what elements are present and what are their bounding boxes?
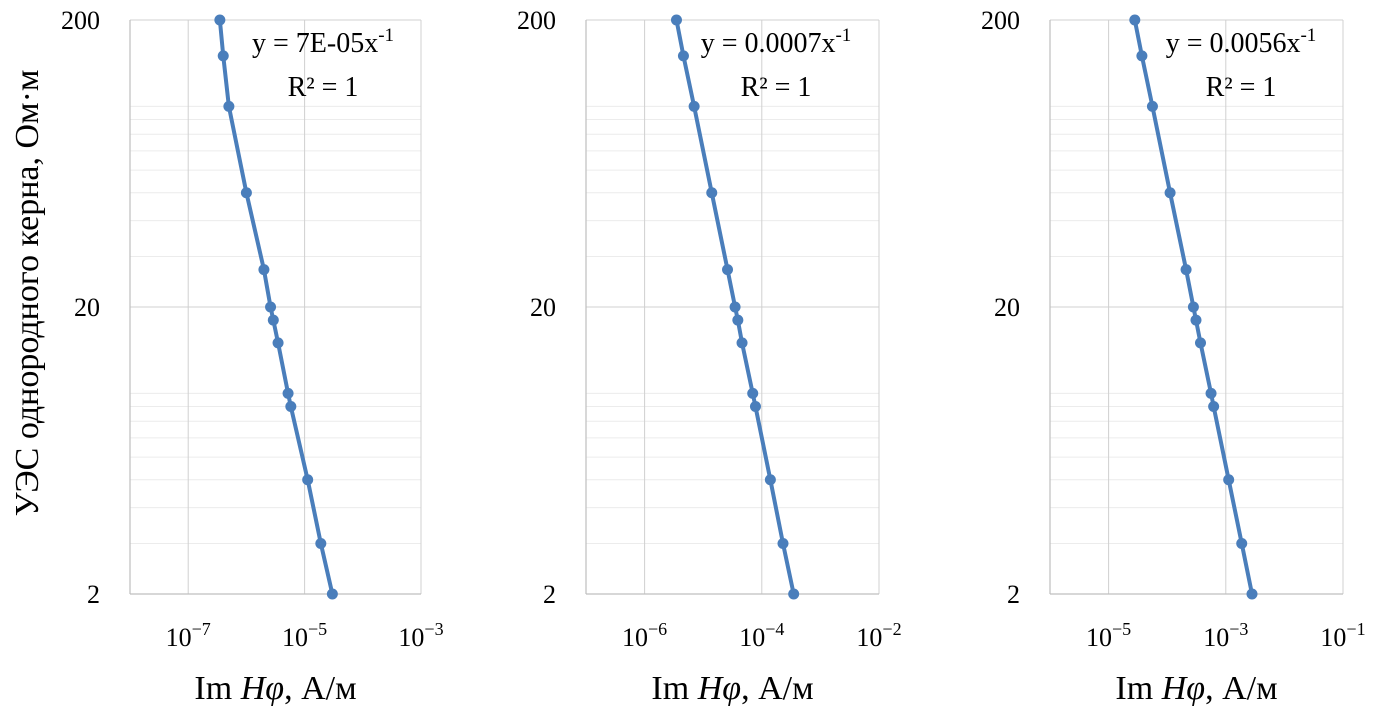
x-tick-label: 10−6 — [622, 619, 667, 652]
data-point — [1208, 401, 1220, 413]
data-point — [764, 474, 776, 486]
data-point — [777, 537, 789, 549]
trendline-r2: R² = 1 — [1206, 72, 1277, 103]
data-point — [1180, 264, 1192, 276]
y-axis-label-text: УЭС однородного керна, Ом·м — [9, 69, 46, 517]
data-point — [315, 537, 327, 549]
data-point — [747, 387, 759, 399]
x-tick-label: 10−3 — [1203, 619, 1248, 652]
data-point — [706, 187, 718, 199]
data-point — [749, 401, 761, 413]
data-point — [302, 474, 314, 486]
x-tick-label: 10−4 — [739, 619, 784, 652]
data-point — [688, 100, 700, 112]
data-point — [729, 301, 741, 313]
data-point — [217, 50, 229, 62]
data-point — [223, 100, 235, 112]
data-point — [722, 264, 734, 276]
trendline-equation: y = 0.0056x-1 — [1166, 25, 1317, 59]
trendline-equation: y = 0.0007x-1 — [701, 25, 852, 59]
data-point — [670, 14, 682, 26]
data-point — [240, 187, 252, 199]
x-tick-label: 10−1 — [1320, 619, 1365, 652]
y-tick-label: 200 — [981, 6, 1020, 35]
data-point — [1223, 474, 1235, 486]
y-tick-label: 200 — [61, 6, 100, 35]
data-point — [267, 314, 279, 326]
data-point — [285, 401, 297, 413]
trendline-r2: R² = 1 — [741, 72, 812, 103]
x-tick-label: 10−7 — [166, 619, 211, 652]
data-point — [1236, 537, 1248, 549]
y-tick-label: 2 — [87, 580, 100, 609]
y-tick-label: 200 — [517, 6, 556, 35]
data-point — [1136, 50, 1148, 62]
y-tick-label: 20 — [994, 293, 1020, 322]
x-axis-label: Im Hφ, А/м — [651, 670, 813, 707]
data-point — [788, 588, 800, 600]
data-point — [1190, 314, 1202, 326]
data-point — [732, 314, 744, 326]
data-point — [1146, 100, 1158, 112]
y-tick-label: 2 — [1007, 580, 1020, 609]
data-point — [272, 337, 284, 349]
x-tick-label: 10−5 — [282, 619, 327, 652]
x-axis-label: Im Hφ, А/м — [194, 670, 356, 707]
x-tick-label: 10−2 — [856, 619, 901, 652]
data-point — [1129, 14, 1141, 26]
x-axis-label: Im Hφ, А/м — [1115, 670, 1277, 707]
data-point — [1246, 588, 1258, 600]
y-tick-label: 20 — [530, 293, 556, 322]
data-point — [1187, 301, 1199, 313]
y-tick-label: 2 — [543, 580, 556, 609]
chart-panel-right: 200 20 2 10−5 10−3 10−1 Im Hφ, А/м y = 0.0056x-… — [981, 6, 1366, 707]
trendline-r2: R² = 1 — [288, 72, 359, 103]
x-tick-label: 10−3 — [398, 619, 443, 652]
trendline-equation: y = 7E-05x-1 — [252, 25, 394, 59]
data-point — [677, 50, 689, 62]
data-point — [1164, 187, 1176, 199]
chart-panel-left: 200 20 2 10−7 10−5 10−3 Im Hφ, А/м y = 7E-05x-1… — [61, 6, 444, 707]
data-point — [1194, 337, 1206, 349]
data-point — [258, 264, 270, 276]
data-point — [214, 14, 226, 26]
x-tick-label: 10−5 — [1086, 619, 1131, 652]
data-point — [736, 337, 748, 349]
y-tick-label: 20 — [74, 293, 100, 322]
data-point — [282, 387, 294, 399]
data-point — [265, 301, 277, 313]
chart-panel-middle: 200 20 2 10−6 10−4 10−2 Im Hφ, А/м y = 0.0007x-… — [517, 6, 902, 707]
data-point — [326, 588, 338, 600]
data-point — [1205, 387, 1217, 399]
